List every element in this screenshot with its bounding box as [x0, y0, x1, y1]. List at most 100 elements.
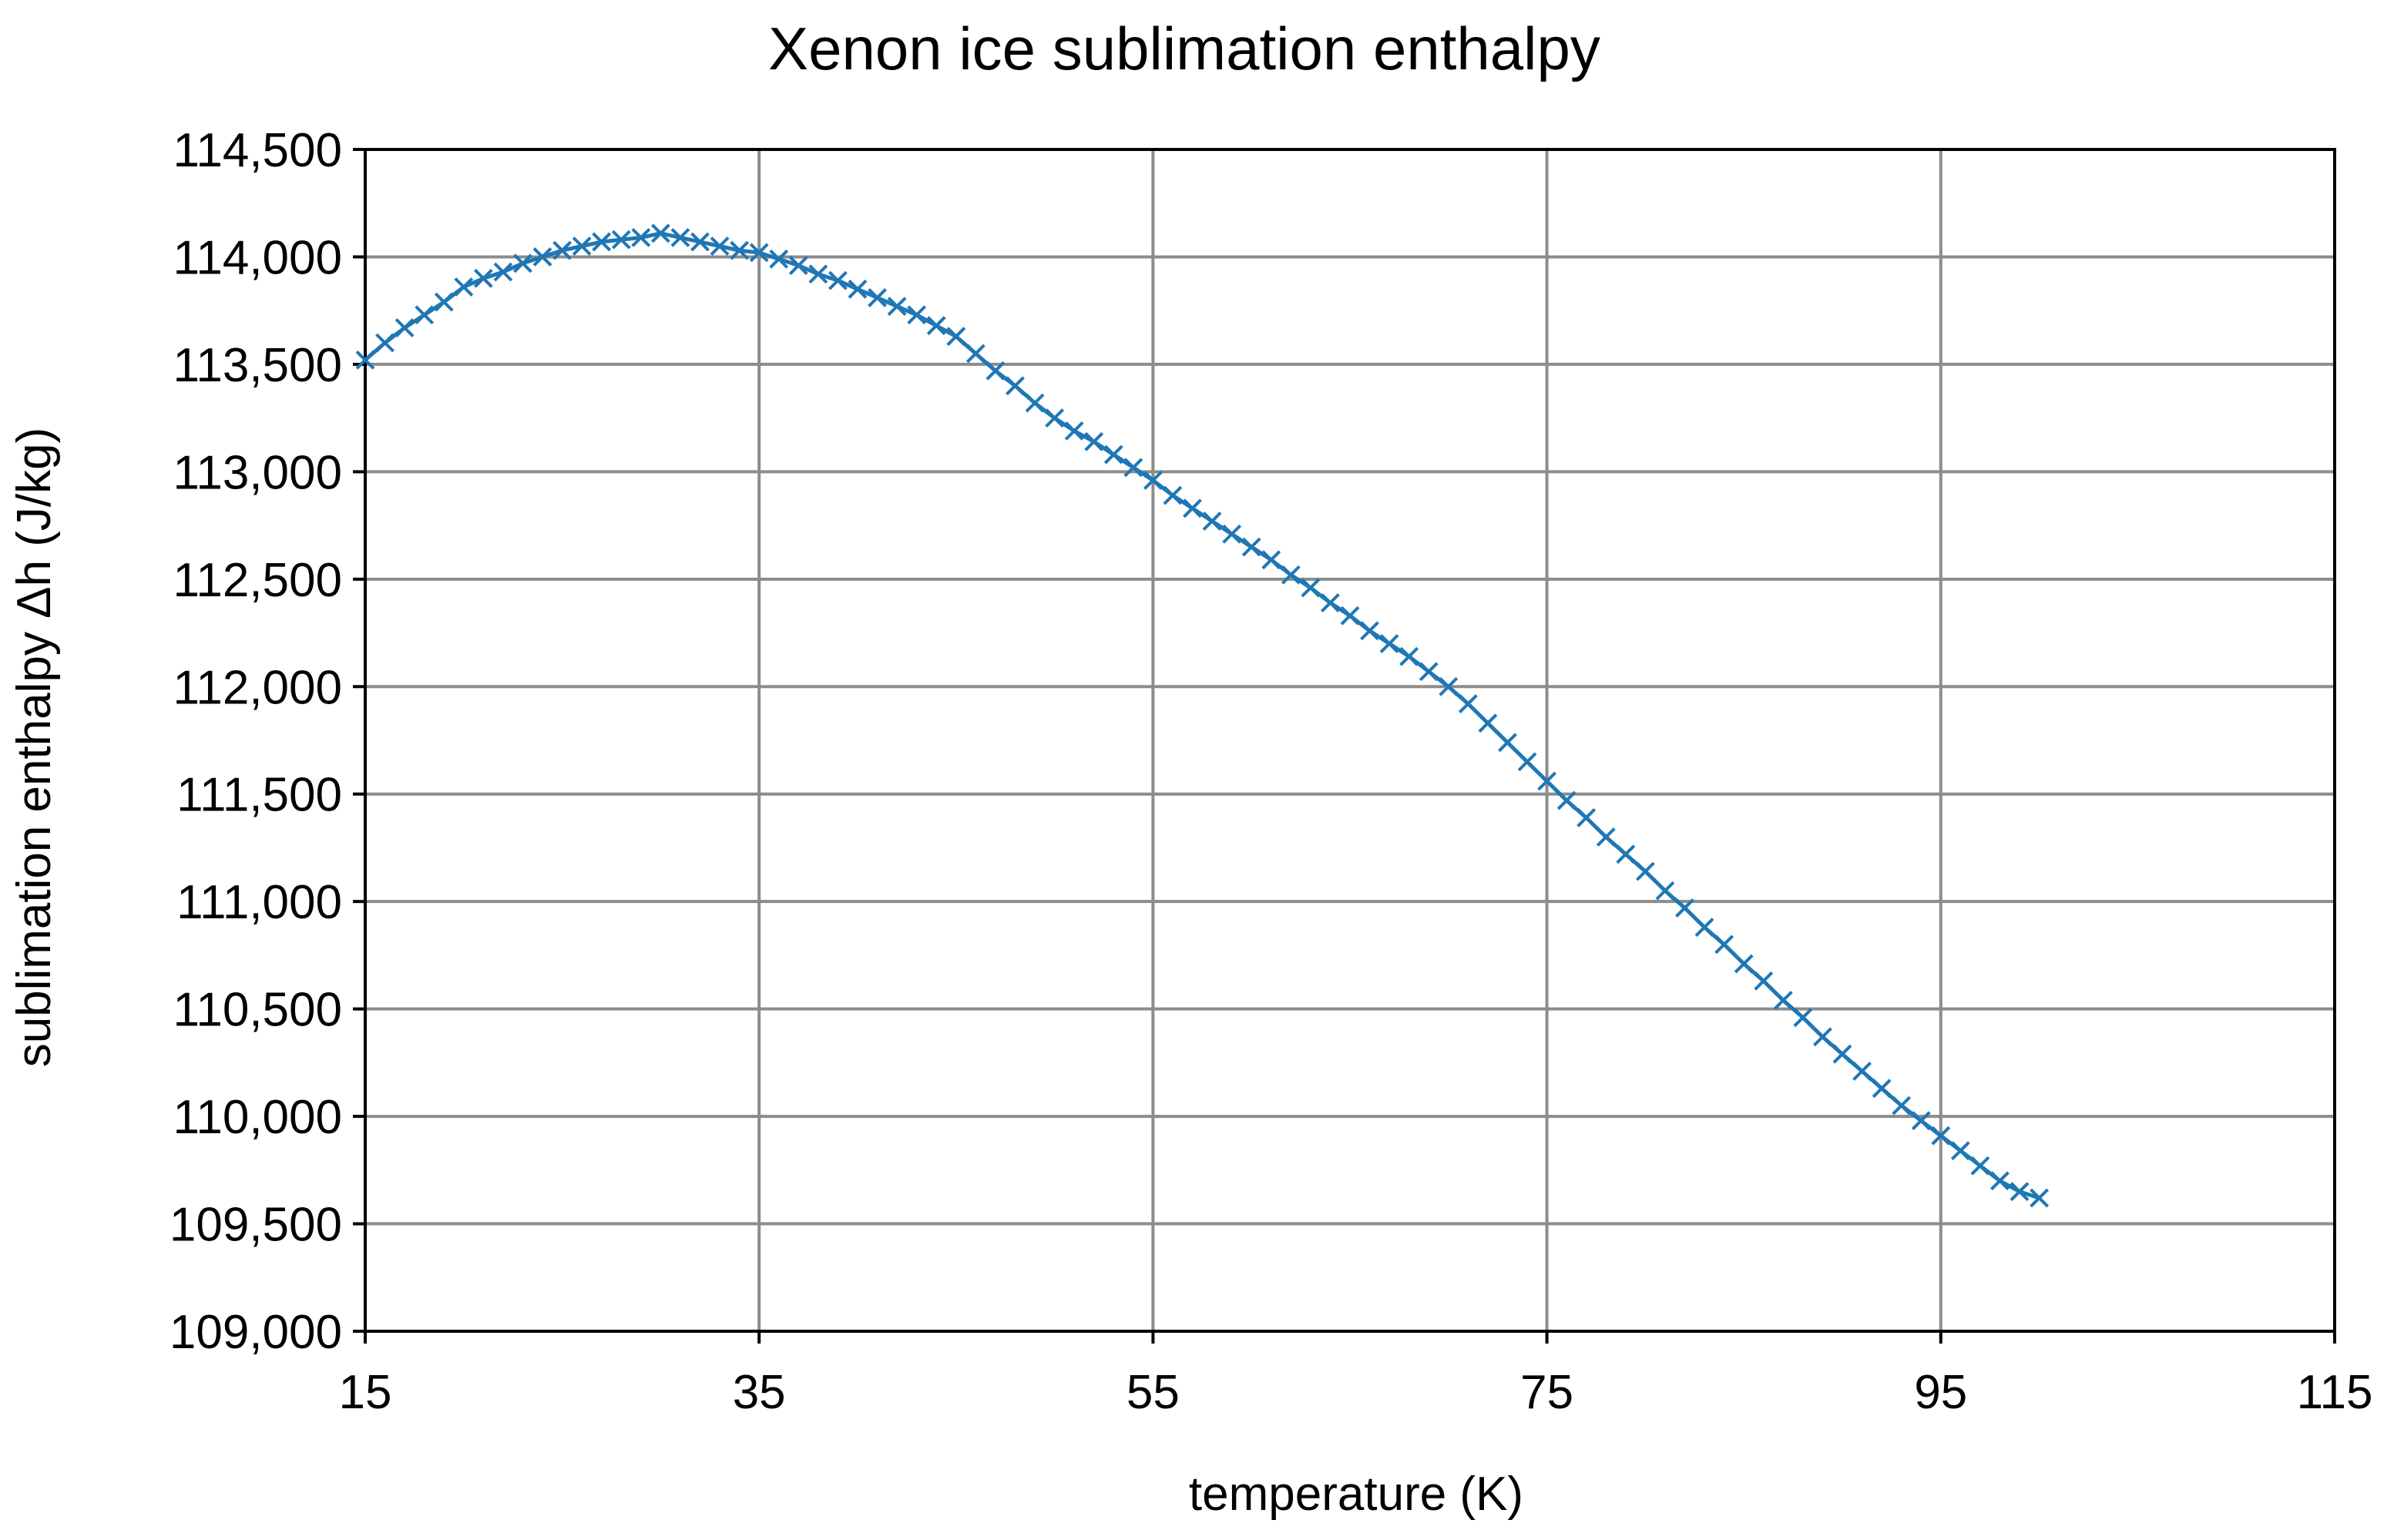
data-point-marker — [1241, 537, 1261, 557]
x-tick-label: 115 — [2297, 1366, 2373, 1419]
data-point-marker — [1202, 512, 1222, 531]
data-point-marker — [415, 305, 435, 325]
data-point-marker — [1340, 606, 1360, 626]
data-point-marker — [1025, 393, 1045, 413]
data-point-marker — [965, 344, 985, 364]
data-point-marker — [1714, 934, 1734, 955]
data-point-marker — [1892, 1095, 1912, 1116]
data-point-marker — [1832, 1044, 1852, 1064]
x-axis-label: temperature (K) — [1189, 1468, 1523, 1521]
y-tick-label: 113,500 — [173, 339, 342, 392]
data-point-marker — [749, 243, 769, 263]
data-point-marker — [1852, 1062, 1872, 1081]
data-point-marker — [1635, 861, 1655, 881]
data-point-marker — [434, 292, 454, 312]
data-point-marker — [1872, 1079, 1892, 1099]
x-axis-tick-labels: 15 35 55 75 95 115 — [339, 1366, 2373, 1419]
data-point-marker — [1006, 376, 1025, 396]
data-point-marker — [375, 333, 395, 353]
data-point-marker — [710, 237, 730, 256]
y-axis-label: sublimation enthalpy Δh (J/kg) — [8, 428, 61, 1068]
y-axis-ticks — [353, 148, 365, 1333]
data-point-marker — [1163, 485, 1183, 505]
y-axis-tick-labels: 109,000 109,500 110,000 110,500 111,000 111,5… — [170, 124, 342, 1359]
x-tick-label: 75 — [1520, 1366, 1573, 1419]
data-point-marker — [887, 297, 907, 317]
data-point-marker — [2010, 1182, 2030, 1202]
data-point-marker — [2030, 1188, 2050, 1208]
data-point-marker — [1616, 844, 1636, 864]
x-tick-label: 55 — [1126, 1366, 1180, 1419]
data-point-marker — [1321, 593, 1340, 612]
data-point-marker — [473, 268, 493, 288]
data-point-marker — [808, 264, 828, 284]
data-point-marker — [1537, 771, 1557, 791]
data-point-marker — [1183, 498, 1202, 518]
data-point-marker — [454, 277, 474, 297]
data-point-marker — [1123, 458, 1143, 478]
data-point-marker — [828, 270, 848, 290]
y-tick-label: 111,000 — [176, 876, 342, 929]
data-point-marker — [1754, 971, 1774, 991]
data-point-marker — [985, 361, 1006, 381]
data-point-marker — [1261, 550, 1281, 570]
data-point-marker — [1222, 524, 1242, 544]
data-point-marker — [1478, 713, 1498, 733]
data-point-marker — [1970, 1156, 1990, 1176]
data-point-marker — [769, 249, 789, 269]
data-point-marker — [1419, 662, 1439, 682]
data-point-marker — [1301, 578, 1321, 598]
data-point-marker — [868, 288, 887, 307]
data-point-marker — [1773, 991, 1793, 1010]
y-tick-label: 110,500 — [173, 984, 342, 1037]
data-point-marker — [926, 316, 946, 336]
data-point-marker — [1143, 471, 1163, 490]
data-point-marker — [1045, 408, 1065, 428]
data-point-marker — [1498, 733, 1517, 753]
series-line — [364, 231, 2040, 1200]
y-tick-label: 114,500 — [173, 124, 342, 177]
data-point-marker — [395, 318, 415, 337]
data-point-marker — [1734, 954, 1754, 974]
y-tick-label: 109,500 — [170, 1199, 342, 1252]
data-point-marker — [493, 262, 513, 282]
chart-title: Xenon ice sublimation enthalpy — [768, 15, 1600, 82]
y-tick-label: 112,000 — [173, 661, 342, 714]
data-point-marker — [611, 230, 631, 250]
data-point-marker — [1360, 621, 1379, 641]
x-tick-label: 95 — [1914, 1366, 1967, 1419]
x-axis-ticks — [364, 1331, 2336, 1344]
y-tick-label: 112,500 — [173, 554, 342, 607]
data-point-marker — [1064, 421, 1084, 441]
data-point-marker — [730, 240, 750, 260]
data-point-marker — [1084, 431, 1104, 451]
data-point-marker — [1379, 634, 1399, 653]
x-gridlines — [364, 149, 2336, 1331]
y-tick-label: 110,000 — [173, 1091, 342, 1144]
data-point-marker — [907, 305, 927, 325]
data-point-marker — [1655, 881, 1675, 901]
data-point-marker — [1931, 1126, 1951, 1146]
data-point-marker — [572, 237, 592, 256]
data-point-marker — [1950, 1141, 1970, 1161]
y-tick-label: 114,000 — [173, 231, 342, 284]
data-point-marker — [1793, 1008, 1813, 1028]
data-point-marker — [1813, 1027, 1832, 1047]
data-point-marker — [1990, 1171, 2010, 1191]
data-point-marker — [592, 232, 612, 252]
data-point-marker — [532, 247, 552, 267]
x-tick-label: 35 — [733, 1366, 786, 1419]
data-series — [355, 223, 2050, 1208]
data-point-marker — [1103, 445, 1123, 465]
data-point-marker — [1911, 1111, 1931, 1131]
data-point-marker — [1399, 646, 1419, 666]
data-point-marker — [788, 256, 808, 276]
y-gridlines — [365, 148, 2335, 1333]
data-point-marker — [690, 232, 710, 252]
data-point-marker — [1694, 918, 1714, 938]
data-point-marker — [513, 253, 532, 273]
data-point-marker — [1596, 827, 1616, 847]
data-point-marker — [355, 350, 375, 370]
data-point-marker — [1556, 790, 1576, 810]
